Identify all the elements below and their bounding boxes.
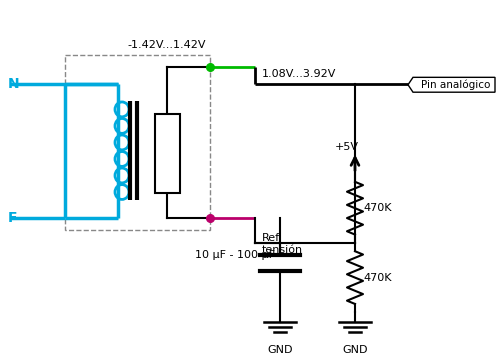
Text: N: N xyxy=(8,77,20,91)
Text: 470K: 470K xyxy=(363,273,391,283)
Text: 1.08V...3.92V: 1.08V...3.92V xyxy=(262,69,336,79)
Polygon shape xyxy=(408,77,495,92)
Text: F: F xyxy=(8,211,18,225)
Text: 10 μF - 100 μF: 10 μF - 100 μF xyxy=(195,250,275,260)
Text: GND: GND xyxy=(267,345,293,355)
Text: +5V: +5V xyxy=(335,142,359,152)
Text: GND: GND xyxy=(342,345,368,355)
Text: 470K: 470K xyxy=(363,203,391,213)
FancyBboxPatch shape xyxy=(155,114,180,193)
Text: Pin analógico: Pin analógico xyxy=(421,80,490,90)
Text: -1.42V...1.42V: -1.42V...1.42V xyxy=(128,40,206,50)
Text: Ref.
tensión: Ref. tensión xyxy=(262,233,303,255)
